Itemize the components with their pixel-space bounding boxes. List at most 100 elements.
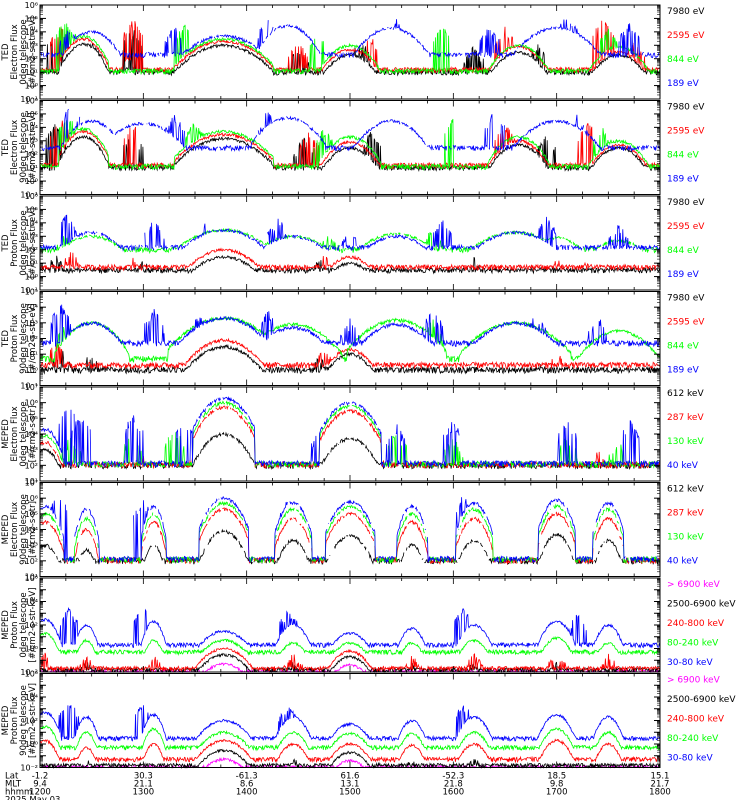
x-tick-label-lat: 18.5 xyxy=(547,772,566,782)
y-axis-label-line: 90deg telescope xyxy=(19,303,29,374)
y-axis-label-line: Proton Flux xyxy=(10,697,20,745)
y-axis-label-line: Electron Flux xyxy=(10,406,20,461)
series-line-4-2 xyxy=(39,337,661,370)
y-tick-label: 10⁰ xyxy=(25,273,38,282)
y-axis-label-line: 0deg telescope xyxy=(19,19,29,84)
y-axis-label: TEDProton Flux0deg telescope[#/cm2-s-str… xyxy=(1,208,38,278)
x-tick-label-lat: 15.1 xyxy=(651,772,670,782)
y-tick-label: 10⁰ xyxy=(25,645,38,654)
y-tick-label: 10⁶ xyxy=(25,670,38,679)
legend-entry: 844 eV xyxy=(667,246,700,256)
y-tick-label: 10⁶ xyxy=(25,494,38,503)
legend-entry: > 6900 keV xyxy=(667,580,721,590)
y-axis-label-line: [#/cm2-s-str-eV] xyxy=(28,112,38,182)
panel-frame xyxy=(39,577,661,673)
legend-entry: 7980 eV xyxy=(667,294,705,304)
series-line-1-2 xyxy=(39,20,661,75)
y-tick-label: 10³ xyxy=(25,446,38,455)
y-axis-label: TEDElectron Flux0deg telescope[#/cm2-s-s… xyxy=(1,17,38,87)
legend-entry: 612 keV xyxy=(667,485,704,495)
y-tick-label: 10¹ xyxy=(25,477,38,486)
x-tick-label-mlt: 21.1 xyxy=(134,780,153,790)
y-tick-label: 10⁴ xyxy=(25,430,38,439)
y-axis-label-line: TED xyxy=(1,138,11,157)
y-tick-label: 10⁴ xyxy=(25,598,38,607)
y-tick-label: 10⁶ xyxy=(25,97,38,106)
x-tick-label-lat: -61.3 xyxy=(236,772,258,782)
series-line-3-4 xyxy=(39,214,661,252)
series-line-1-3 xyxy=(39,23,661,76)
y-tick-label: 10¹ xyxy=(25,350,38,359)
y-tick-label: 10⁻² xyxy=(20,764,38,773)
y-tick-label: 10⁰ xyxy=(25,740,38,749)
y-axis-label-line: [#/cm2-s-str-keV] xyxy=(28,683,38,758)
legend-entry: 30-80 keV xyxy=(667,658,713,668)
y-tick-label: 10⁰ xyxy=(25,177,38,186)
panel-7: 10⁻² 10⁰ 10² 10⁴ 10⁶ MEPEDProton Flux0deg tel… xyxy=(1,574,736,677)
legend-entry: 40 keV xyxy=(667,557,699,567)
y-tick-label: 10¹ xyxy=(25,259,38,268)
panel-frame xyxy=(39,195,661,291)
y-tick-label: 10⁴ xyxy=(25,526,38,535)
legend-entry: > 6900 keV xyxy=(667,676,721,686)
y-axis-label-line: 0deg telescope xyxy=(19,592,29,657)
legend-entry: 844 eV xyxy=(667,151,700,161)
series-line-4-4 xyxy=(39,304,661,348)
y-tick-label: 10¹ xyxy=(25,164,38,173)
legend-entry: 80-240 keV xyxy=(667,639,719,649)
x-row-label: MLT xyxy=(5,780,22,790)
y-axis-label-line: TED xyxy=(1,234,11,253)
y-tick-label: 10⁶ xyxy=(25,574,38,583)
series-line-7-5 xyxy=(39,607,661,649)
legend-entry: 240-800 keV xyxy=(667,715,725,725)
panel-1: 10⁻¹ 10⁰ 10¹ 10² 10³ 10⁴ 10⁵ 10⁶ TEDElectron Flu… xyxy=(1,1,705,104)
legend-entry: 2500-6900 keV xyxy=(667,600,736,610)
panel-5: 10¹ 10² 10³ 10⁴ 10⁵ 10⁶ 10⁷ MEPEDElectron Flux0… xyxy=(1,383,704,486)
y-tick-label: 10² xyxy=(25,246,38,255)
y-axis-label-line: [#/cm2-s-str-keV] xyxy=(28,588,38,663)
y-axis-label-line: 0deg telescope xyxy=(19,210,29,275)
legend-entry: 2595 eV xyxy=(667,318,705,328)
x-tick-label-mlt: 9.8 xyxy=(550,780,564,790)
legend-entry: 7980 eV xyxy=(667,103,705,113)
x-tick-label-hhmm: 1500 xyxy=(339,788,361,798)
legend-entry: 189 eV xyxy=(667,366,700,376)
series-line-3-2 xyxy=(39,247,661,272)
y-axis-label-line: 90deg telescope xyxy=(19,112,29,183)
y-axis-label-line: MEPED xyxy=(1,610,11,640)
y-tick-label: 10² xyxy=(25,621,38,630)
y-tick-label: 10⁵ xyxy=(25,414,38,423)
y-tick-label: 10⁷ xyxy=(25,479,38,488)
y-axis-label-line: [#/cm2-s-str-eV] xyxy=(28,17,38,87)
series-line-8-4 xyxy=(39,725,661,752)
y-tick-label: 10⁵ xyxy=(25,510,38,519)
series-line-1-1 xyxy=(39,30,661,77)
y-tick-label: 10³ xyxy=(25,41,38,50)
legend-entry: 287 keV xyxy=(667,509,704,519)
legend-entry: 80-240 keV xyxy=(667,734,719,744)
y-axis-label-line: 90deg telescope xyxy=(19,685,29,756)
x-tick-label-hhmm: 1400 xyxy=(236,788,258,798)
series-line-5-4 xyxy=(40,396,661,469)
y-tick-label: 10² xyxy=(25,717,38,726)
x-tick-label-hhmm: 1300 xyxy=(133,788,155,798)
y-axis-label-line: MEPED xyxy=(1,705,11,735)
y-axis-label: MEPEDElectron Flux0deg telescope[#/cm2-s… xyxy=(1,401,38,466)
series-line-2-2 xyxy=(39,120,660,170)
panel-8: 10⁻² 10⁰ 10² 10⁴ 10⁶ MEPEDProton Flux90deg te… xyxy=(1,670,736,773)
y-tick-label: 10⁴ xyxy=(25,303,38,312)
y-tick-label: 10³ xyxy=(25,232,38,241)
y-axis-label-line: 90deg telescope xyxy=(19,494,29,565)
legend-entry: 2500-6900 keV xyxy=(667,695,736,705)
panel-4: 10⁻¹ 10⁰ 10¹ 10² 10³ 10⁴ 10⁵ TEDProton Flux90de… xyxy=(1,288,705,391)
x-tick-label-hhmm: 1700 xyxy=(546,788,568,798)
series-line-4-1 xyxy=(39,343,661,375)
y-tick-label: 10² xyxy=(25,557,38,566)
y-axis-label-line: TED xyxy=(1,329,11,348)
legend-entry: 2595 eV xyxy=(667,127,705,137)
x-tick-label-lat: 61.6 xyxy=(341,772,360,782)
y-tick-label: 10⁷ xyxy=(25,383,38,392)
y-axis-label-line: MEPED xyxy=(1,514,11,544)
legend-entry: 844 eV xyxy=(667,342,700,352)
y-axis-label-line: [#/cm2-s-str-eV] xyxy=(28,303,38,373)
